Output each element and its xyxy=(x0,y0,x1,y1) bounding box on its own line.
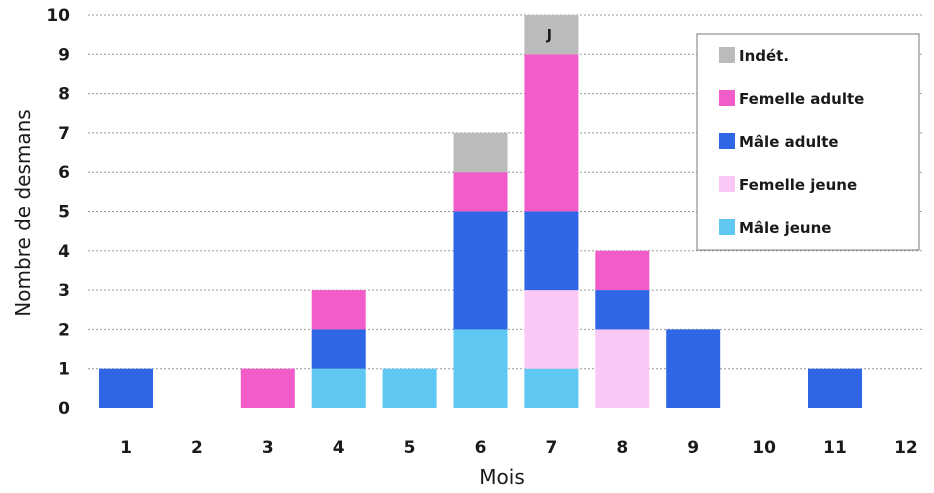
x-tick-label: 6 xyxy=(475,438,487,458)
x-tick-labels: 1 2 3 4 5 6 7 8 9 10 11 12 xyxy=(120,438,918,458)
y-tick-labels: 0 1 2 3 4 5 6 7 8 9 10 xyxy=(46,6,70,419)
legend-label: Mâle jeune xyxy=(739,219,831,237)
y-tick-label: 7 xyxy=(58,124,70,144)
bar-segment xyxy=(808,368,862,408)
bar-segment xyxy=(524,15,579,55)
bar-segment xyxy=(311,290,366,330)
y-tick-label: 4 xyxy=(58,242,70,262)
legend-label: Mâle adulte xyxy=(739,133,839,151)
legend: Indét. Femelle adulte Mâle adulte Femelle j… xyxy=(696,33,920,251)
bar-segment xyxy=(311,329,366,369)
y-tick-label: 9 xyxy=(58,45,70,65)
bar-segment xyxy=(453,211,508,330)
bar-segment xyxy=(595,250,650,291)
y-tick-label: 2 xyxy=(58,320,70,340)
x-tick-label: 9 xyxy=(687,438,699,458)
legend-swatch xyxy=(719,176,735,192)
y-tick-label: 1 xyxy=(58,360,70,380)
x-tick-label: 4 xyxy=(333,438,345,458)
bar-segment xyxy=(453,329,508,408)
x-axis-title: Mois xyxy=(479,465,524,489)
x-tick-label: 12 xyxy=(894,438,918,458)
legend-swatch xyxy=(719,133,735,149)
legend-label: Femelle adulte xyxy=(739,90,864,108)
bar-segment xyxy=(524,54,579,212)
bar-segment xyxy=(524,368,579,408)
y-tick-label: 3 xyxy=(58,281,70,301)
legend-label: Indét. xyxy=(739,47,789,65)
x-tick-label: 3 xyxy=(262,438,274,458)
x-tick-label: 7 xyxy=(545,438,557,458)
bar-annotation: J xyxy=(546,28,552,44)
x-tick-label: 8 xyxy=(616,438,628,458)
bar-segment xyxy=(666,329,721,408)
bar-segment xyxy=(240,368,295,408)
y-tick-label: 5 xyxy=(58,203,70,223)
bar-segment xyxy=(453,132,508,173)
bar-segment xyxy=(524,290,579,369)
legend-swatch xyxy=(719,219,735,235)
x-tick-label: 11 xyxy=(823,438,847,458)
y-tick-label: 8 xyxy=(58,85,70,105)
annotations: J xyxy=(546,28,552,44)
bar-segment xyxy=(595,290,650,330)
legend-swatch xyxy=(719,47,735,63)
bar-segment xyxy=(595,329,650,408)
x-tick-label: 1 xyxy=(120,438,132,458)
y-tick-label: 10 xyxy=(46,6,70,26)
legend-swatch xyxy=(719,90,735,106)
bar-segment xyxy=(453,172,508,212)
y-tick-label: 6 xyxy=(58,163,70,183)
bars xyxy=(99,15,862,408)
bar-segment xyxy=(524,211,579,291)
x-tick-label: 2 xyxy=(191,438,203,458)
legend-label: Femelle jeune xyxy=(739,176,857,194)
bar-segment xyxy=(382,368,437,408)
x-tick-label: 10 xyxy=(752,438,776,458)
x-tick-label: 5 xyxy=(404,438,416,458)
bar-segment xyxy=(311,368,366,408)
y-tick-label: 0 xyxy=(58,399,70,419)
bar-segment xyxy=(99,368,153,408)
y-axis-title: Nombre de desmans xyxy=(11,109,35,316)
